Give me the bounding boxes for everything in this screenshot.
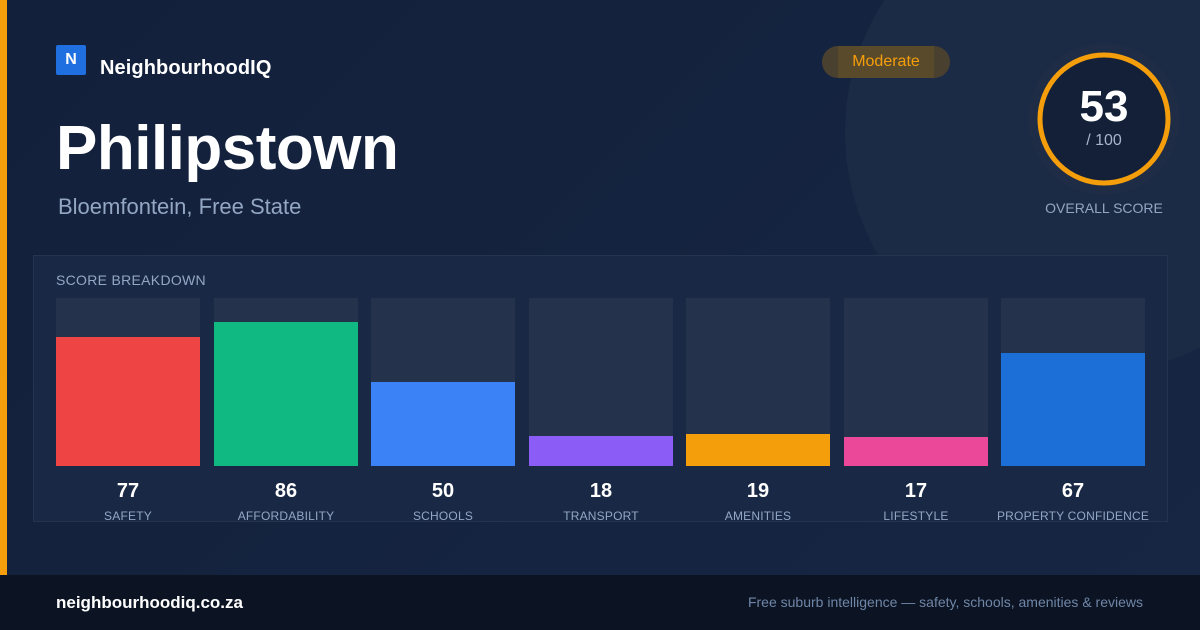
bar-track [214,298,358,466]
score-breakdown-title: SCORE BREAKDOWN [56,272,206,288]
brand-name: NeighbourhoodIQ [100,57,272,79]
overall-score-value: 53 [1079,82,1129,131]
page-title: Philipstown [56,114,399,183]
bar-category-label: SAFETY [104,509,152,523]
bar [686,434,830,466]
level-badge: Moderate [822,46,950,78]
overall-score-max: / 100 [1086,132,1122,149]
level-badge-label: Moderate [852,53,920,70]
bar [214,322,358,466]
footer [0,575,1200,630]
footer-url[interactable]: neighbourhoodiq.co.za [56,593,243,612]
overall-score-ring [1028,43,1180,195]
bar-track [529,298,673,466]
bar-value-label: 86 [274,480,298,502]
bar-value-label: 18 [589,480,613,502]
overall-score-caption: OVERALL SCORE [1045,200,1163,216]
bar [371,382,515,466]
bar [56,337,200,466]
bar [844,437,988,466]
overall-score-arc [1037,52,1171,186]
bar-category-label: AFFORDABILITY [237,509,335,523]
bar [1001,353,1145,466]
bar-category-label: LIFESTYLE [883,509,949,523]
bar-category-label: AMENITIES [724,509,792,523]
bar-category-label: TRANSPORT [563,509,639,523]
bar-value-label: 50 [431,480,455,502]
bar-value-label: 19 [746,480,770,502]
bar-value-label: 77 [116,480,140,502]
bar-track [1001,298,1145,466]
bar-value-label: 67 [1061,480,1085,502]
brand-logo-icon: N [56,45,86,75]
bar [529,436,673,466]
footer-tagline: Free suburb intelligence — safety, schoo… [747,594,1143,610]
accent-stripe [0,0,7,575]
location-subtitle: Bloemfontein, Free State [58,194,302,219]
bar-value-label: 17 [904,480,928,502]
bar-category-label: SCHOOLS [412,509,474,523]
bar-category-label: PROPERTY CONFIDENCE [996,509,1150,523]
bar-track [844,298,988,466]
bar-track [686,298,830,466]
bar-track [371,298,515,466]
bar-track [56,298,200,466]
